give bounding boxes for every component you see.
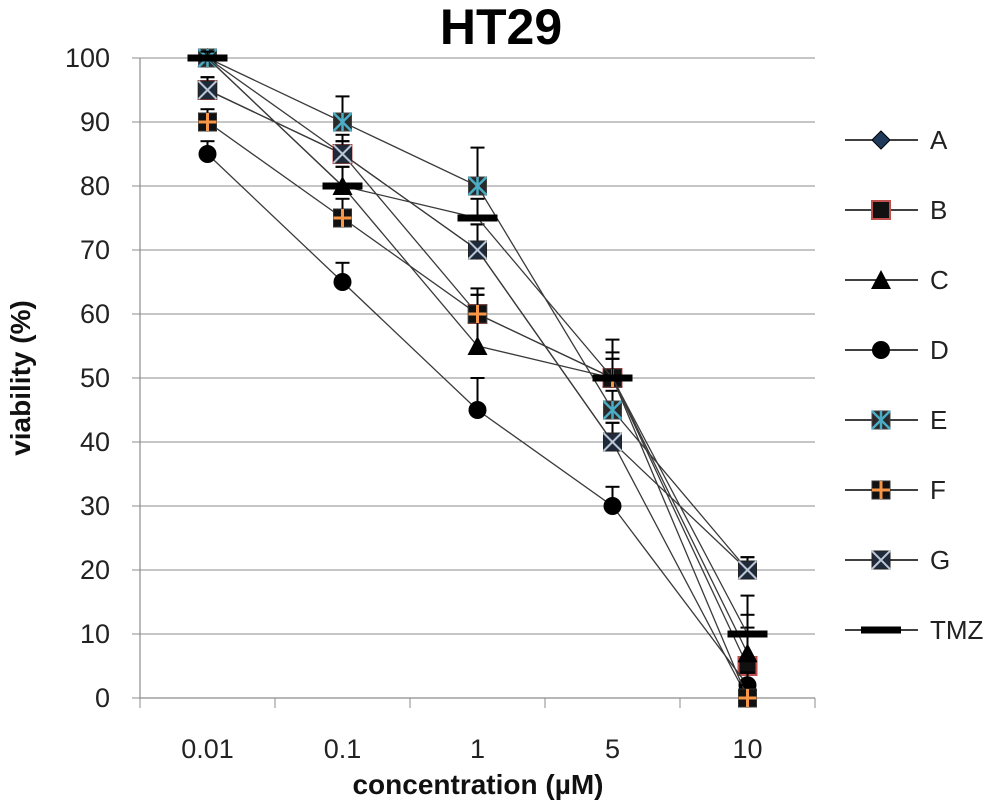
legend-label-E: E — [930, 405, 947, 435]
legend-label-B: B — [930, 195, 947, 225]
point-TMZ-0.1 — [322, 182, 363, 190]
point-TMZ-0.01 — [187, 54, 228, 62]
legend-marker-C — [871, 270, 891, 289]
point-C-10 — [737, 643, 758, 663]
y-tick-label-60: 60 — [80, 299, 110, 329]
point-D-5 — [603, 497, 622, 515]
x-tick-label-1: 1 — [470, 734, 485, 764]
point-D-0.01 — [198, 145, 217, 163]
point-E-0.1 — [332, 112, 353, 132]
y-tick-label-70: 70 — [80, 235, 110, 265]
y-tick-label-50: 50 — [80, 363, 110, 393]
x-tick-label-0.01: 0.01 — [181, 734, 234, 764]
legend-label-D: D — [930, 335, 949, 365]
point-TMZ-1 — [457, 214, 498, 222]
legend-label-G: G — [930, 545, 950, 575]
legend-label-A: A — [930, 125, 948, 155]
point-G-0.1 — [332, 144, 353, 164]
x-tick-label-5: 5 — [605, 734, 620, 764]
y-tick-label-80: 80 — [80, 171, 110, 201]
point-E-5 — [602, 400, 623, 420]
legend-label-TMZ: TMZ — [930, 615, 984, 645]
legend-item-A: A — [845, 125, 948, 155]
series-G — [197, 76, 758, 580]
legend: A B C D E F G TMZ — [845, 125, 984, 645]
point-D-0.1 — [333, 273, 352, 291]
y-tick-label-100: 100 — [65, 43, 110, 73]
legend-marker-G — [871, 550, 891, 570]
point-F-0.1 — [333, 208, 352, 228]
y-tick-label-40: 40 — [80, 427, 110, 457]
y-axis-label: viability (%) — [5, 300, 36, 456]
chart-title: HT29 — [440, 0, 562, 55]
legend-marker-TMZ — [861, 626, 901, 634]
legend-marker-A — [871, 130, 891, 150]
legend-label-C: C — [930, 265, 949, 295]
axes: 0 10 20 30 40 50 60 70 80 90 100 0.01 0.1 1 5 10 — [65, 43, 816, 764]
point-G-5 — [602, 432, 623, 452]
series-D — [198, 140, 757, 695]
legend-item-B: B — [845, 195, 947, 225]
legend-item-TMZ: TMZ — [845, 615, 984, 645]
x-tick-label-0.1: 0.1 — [324, 734, 362, 764]
point-F-0.01 — [198, 112, 217, 132]
legend-marker-D — [872, 341, 890, 359]
legend-marker-B — [871, 200, 891, 220]
y-tick-label-20: 20 — [80, 555, 110, 585]
x-axis-label: concentration (µM) — [352, 769, 603, 800]
point-F-1 — [468, 304, 487, 324]
series-E — [197, 48, 758, 580]
y-tick-label-0: 0 — [95, 683, 110, 713]
series-TMZ — [187, 50, 768, 638]
legend-marker-E — [871, 410, 891, 430]
legend-item-G: G — [845, 545, 950, 575]
point-TMZ-10 — [727, 630, 768, 638]
legend-marker-F — [871, 480, 891, 500]
legend-item-E: E — [845, 405, 947, 435]
legend-label-F: F — [930, 475, 946, 505]
point-G-0.01 — [197, 80, 218, 100]
point-F-10 — [738, 688, 757, 708]
legend-item-F: F — [845, 475, 946, 505]
legend-item-D: D — [845, 335, 949, 365]
point-TMZ-5 — [592, 374, 633, 382]
point-G-1 — [467, 240, 488, 260]
series-layer — [187, 48, 768, 708]
point-D-1 — [468, 401, 487, 419]
y-tick-label-30: 30 — [80, 491, 110, 521]
point-G-10 — [737, 560, 758, 580]
y-tick-label-90: 90 — [80, 107, 110, 137]
point-E-1 — [467, 176, 488, 196]
y-tick-label-10: 10 — [80, 619, 110, 649]
legend-item-C: C — [845, 265, 949, 295]
point-C-1 — [467, 336, 488, 355]
x-tick-label-10: 10 — [732, 734, 762, 764]
